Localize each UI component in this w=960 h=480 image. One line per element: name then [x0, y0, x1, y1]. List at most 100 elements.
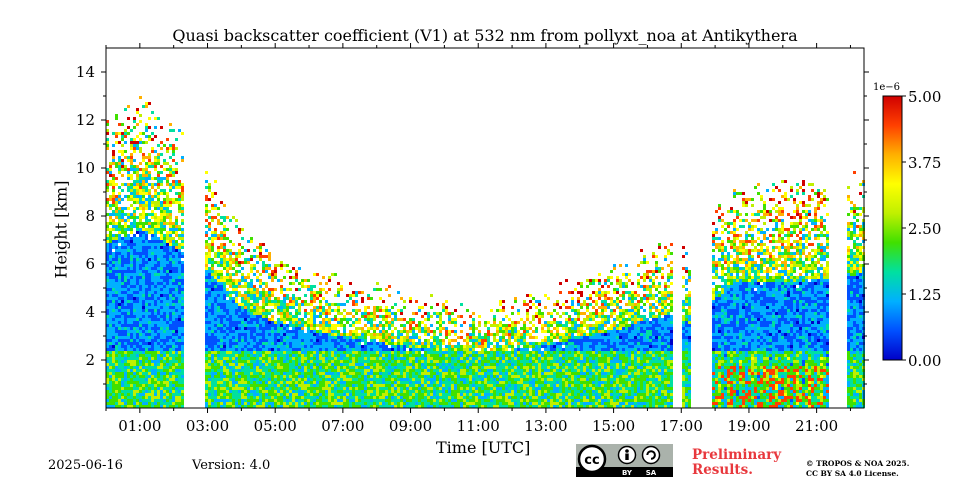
heatmap-cell	[223, 363, 226, 366]
heatmap-cell	[379, 339, 382, 342]
heatmap-cell	[211, 378, 214, 381]
heatmap-cell	[385, 375, 388, 378]
heatmap-cell	[415, 405, 418, 408]
heatmap-cell	[115, 279, 118, 282]
heatmap-cell	[355, 375, 358, 378]
heatmap-cell	[400, 387, 403, 390]
heatmap-cell	[115, 255, 118, 258]
heatmap-cell	[157, 381, 160, 384]
heatmap-cell	[286, 381, 289, 384]
heatmap-cell	[319, 396, 322, 399]
heatmap-cell	[355, 318, 358, 321]
heatmap-cell	[388, 357, 391, 360]
heatmap-cell	[106, 279, 109, 282]
heatmap-cell	[355, 303, 358, 306]
heatmap-cell	[145, 369, 148, 372]
heatmap-cell	[367, 333, 370, 336]
heatmap-cell	[139, 237, 142, 240]
heatmap-cell	[223, 393, 226, 396]
heatmap-cell	[310, 375, 313, 378]
heatmap-cell	[112, 336, 115, 339]
heatmap-cell	[268, 300, 271, 303]
heatmap-cell	[349, 381, 352, 384]
heatmap-cell	[214, 339, 217, 342]
heatmap-cell	[220, 330, 223, 333]
heatmap-cell	[304, 324, 307, 327]
heatmap-cell	[151, 303, 154, 306]
heatmap-cell	[310, 348, 313, 351]
heatmap-cell	[244, 294, 247, 297]
heatmap-cell	[373, 342, 376, 345]
heatmap-cell	[130, 381, 133, 384]
heatmap-cell	[223, 366, 226, 369]
heatmap-cell	[307, 357, 310, 360]
heatmap-cell	[139, 249, 142, 252]
heatmap-cell	[367, 312, 370, 315]
heatmap-cell	[166, 354, 169, 357]
heatmap-cell	[337, 336, 340, 339]
heatmap-cell	[241, 294, 244, 297]
heatmap-cell	[118, 369, 121, 372]
heatmap-cell	[391, 387, 394, 390]
heatmap-cell	[145, 282, 148, 285]
heatmap-cell	[313, 318, 316, 321]
heatmap-cell	[265, 321, 268, 324]
heatmap-cell	[394, 354, 397, 357]
heatmap-cell	[118, 198, 121, 201]
heatmap-cell	[133, 390, 136, 393]
heatmap-cell	[136, 267, 139, 270]
heatmap-cell	[370, 321, 373, 324]
heatmap-cell	[232, 258, 235, 261]
heatmap-cell	[121, 258, 124, 261]
heatmap-cell	[325, 336, 328, 339]
heatmap-cell	[163, 201, 166, 204]
heatmap-cell	[172, 402, 175, 405]
heatmap-cell	[271, 378, 274, 381]
heatmap-cell	[145, 174, 148, 177]
heatmap-cell	[331, 354, 334, 357]
heatmap-cell	[304, 285, 307, 288]
heatmap-cell	[325, 300, 328, 303]
heatmap-cell	[133, 312, 136, 315]
heatmap-cell	[229, 324, 232, 327]
heatmap-cell	[160, 126, 163, 129]
heatmap-cell	[151, 111, 154, 114]
heatmap-cell	[154, 351, 157, 354]
heatmap-cell	[160, 324, 163, 327]
heatmap-cell	[343, 348, 346, 351]
heatmap-cell	[298, 327, 301, 330]
heatmap-cell	[139, 222, 142, 225]
heatmap-cell	[181, 234, 184, 237]
heatmap-cell	[268, 396, 271, 399]
heatmap-cell	[235, 345, 238, 348]
heatmap-cell	[334, 378, 337, 381]
heatmap-cell	[175, 333, 178, 336]
heatmap-cell	[226, 336, 229, 339]
heatmap-cell	[106, 339, 109, 342]
heatmap-cell	[217, 384, 220, 387]
heatmap-cell	[337, 393, 340, 396]
heatmap-cell	[229, 297, 232, 300]
heatmap-cell	[208, 282, 211, 285]
heatmap-cell	[361, 348, 364, 351]
heatmap-cell	[112, 219, 115, 222]
heatmap-cell	[226, 294, 229, 297]
heatmap-cell	[355, 330, 358, 333]
heatmap-cell	[286, 402, 289, 405]
heatmap-cell	[277, 369, 280, 372]
heatmap-cell	[301, 387, 304, 390]
heatmap-cell	[217, 363, 220, 366]
heatmap-cell	[244, 345, 247, 348]
heatmap-cell	[250, 348, 253, 351]
heatmap-cell	[115, 216, 118, 219]
heatmap-cell	[349, 312, 352, 315]
heatmap-cell	[361, 393, 364, 396]
heatmap-cell	[208, 348, 211, 351]
heatmap-cell	[157, 288, 160, 291]
heatmap-cell	[382, 390, 385, 393]
heatmap-cell	[343, 399, 346, 402]
heatmap-cell	[175, 216, 178, 219]
heatmap-cell	[118, 336, 121, 339]
heatmap-cell	[283, 402, 286, 405]
heatmap-cell	[118, 237, 121, 240]
